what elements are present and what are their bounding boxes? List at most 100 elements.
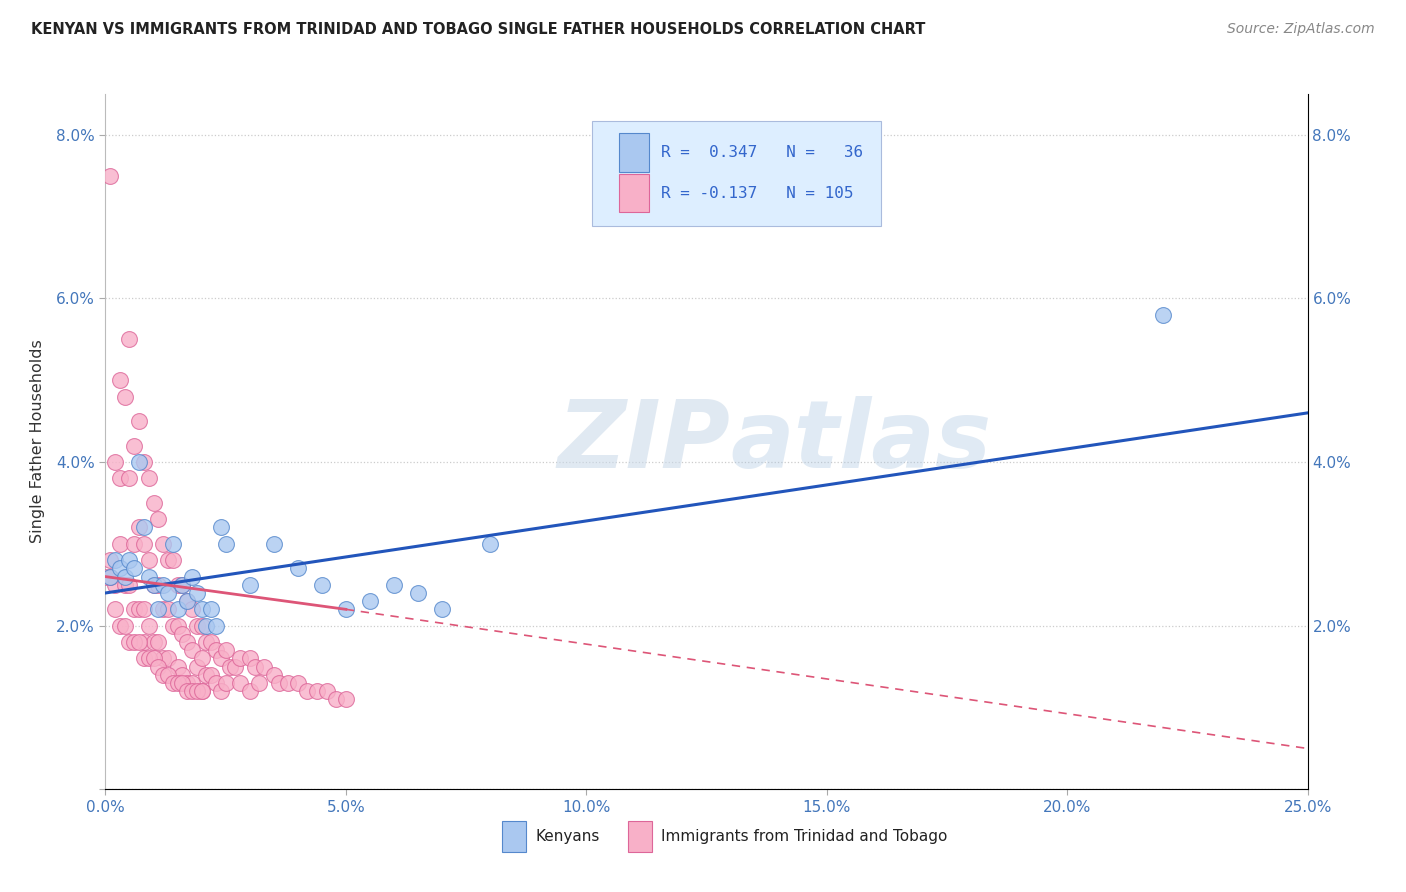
Point bbox=[98, 169, 121, 183]
Point bbox=[152, 578, 174, 592]
Point bbox=[224, 659, 246, 673]
Point bbox=[247, 676, 270, 690]
Point bbox=[406, 586, 429, 600]
Point bbox=[114, 569, 136, 583]
Point bbox=[138, 553, 160, 567]
Point bbox=[142, 651, 165, 665]
Point bbox=[118, 553, 141, 567]
Point bbox=[190, 684, 212, 698]
Point bbox=[335, 692, 357, 706]
Point bbox=[205, 676, 228, 690]
Point bbox=[176, 594, 198, 608]
Point bbox=[152, 537, 174, 551]
Point bbox=[108, 373, 131, 387]
Point bbox=[239, 578, 262, 592]
Point bbox=[132, 651, 155, 665]
Point bbox=[138, 651, 160, 665]
Point bbox=[200, 602, 222, 616]
Point bbox=[172, 668, 194, 682]
Point bbox=[156, 553, 179, 567]
Point bbox=[172, 578, 194, 592]
Text: Source: ZipAtlas.com: Source: ZipAtlas.com bbox=[1227, 22, 1375, 37]
Point bbox=[128, 414, 150, 428]
Point bbox=[142, 578, 165, 592]
Point bbox=[176, 684, 198, 698]
Point bbox=[104, 553, 127, 567]
Point bbox=[214, 676, 236, 690]
Point bbox=[214, 643, 236, 657]
Y-axis label: Single Father Households: Single Father Households bbox=[30, 340, 45, 543]
Point bbox=[311, 578, 333, 592]
Point bbox=[108, 537, 131, 551]
Point bbox=[166, 578, 188, 592]
Point bbox=[205, 643, 228, 657]
Point bbox=[277, 676, 299, 690]
Point bbox=[209, 684, 232, 698]
Point bbox=[104, 455, 127, 469]
FancyBboxPatch shape bbox=[628, 821, 652, 852]
Point bbox=[124, 537, 146, 551]
FancyBboxPatch shape bbox=[619, 133, 648, 171]
Point bbox=[138, 569, 160, 583]
Point bbox=[118, 578, 141, 592]
Point bbox=[108, 618, 131, 632]
Point bbox=[253, 659, 276, 673]
Text: atlas: atlas bbox=[731, 395, 991, 488]
Point bbox=[325, 692, 347, 706]
Point bbox=[190, 602, 212, 616]
Point bbox=[132, 537, 155, 551]
Point bbox=[186, 586, 208, 600]
Point bbox=[166, 676, 188, 690]
Point bbox=[156, 602, 179, 616]
Point bbox=[114, 390, 136, 404]
Point bbox=[138, 471, 160, 485]
Point bbox=[1152, 308, 1174, 322]
Point bbox=[162, 553, 184, 567]
Point bbox=[181, 676, 204, 690]
Point bbox=[195, 635, 218, 649]
FancyBboxPatch shape bbox=[619, 174, 648, 212]
Point bbox=[176, 594, 198, 608]
Point bbox=[172, 676, 194, 690]
FancyBboxPatch shape bbox=[502, 821, 526, 852]
Point bbox=[98, 569, 121, 583]
Point bbox=[186, 659, 208, 673]
FancyBboxPatch shape bbox=[592, 121, 880, 226]
Point bbox=[128, 635, 150, 649]
Point bbox=[315, 684, 337, 698]
Point bbox=[124, 439, 146, 453]
Point bbox=[239, 684, 262, 698]
Point bbox=[138, 618, 160, 632]
Point bbox=[176, 635, 198, 649]
Point bbox=[181, 643, 204, 657]
Point bbox=[263, 668, 285, 682]
Point bbox=[156, 586, 179, 600]
Point bbox=[172, 578, 194, 592]
Point bbox=[142, 496, 165, 510]
Point bbox=[181, 569, 204, 583]
Point bbox=[181, 684, 204, 698]
Point bbox=[287, 561, 309, 575]
Point bbox=[108, 471, 131, 485]
Point bbox=[181, 602, 204, 616]
Point bbox=[94, 569, 117, 583]
Point bbox=[128, 455, 150, 469]
Point bbox=[124, 602, 146, 616]
Point bbox=[118, 635, 141, 649]
Point bbox=[118, 332, 141, 346]
Point bbox=[166, 659, 188, 673]
Point bbox=[128, 602, 150, 616]
Point bbox=[382, 578, 405, 592]
Point bbox=[156, 668, 179, 682]
Point bbox=[148, 512, 170, 526]
Point bbox=[148, 578, 170, 592]
Point bbox=[132, 455, 155, 469]
Point bbox=[152, 668, 174, 682]
Point bbox=[205, 618, 228, 632]
Point bbox=[176, 676, 198, 690]
Point bbox=[190, 684, 212, 698]
Point bbox=[162, 676, 184, 690]
Point bbox=[229, 676, 252, 690]
Point bbox=[148, 602, 170, 616]
Point bbox=[335, 602, 357, 616]
